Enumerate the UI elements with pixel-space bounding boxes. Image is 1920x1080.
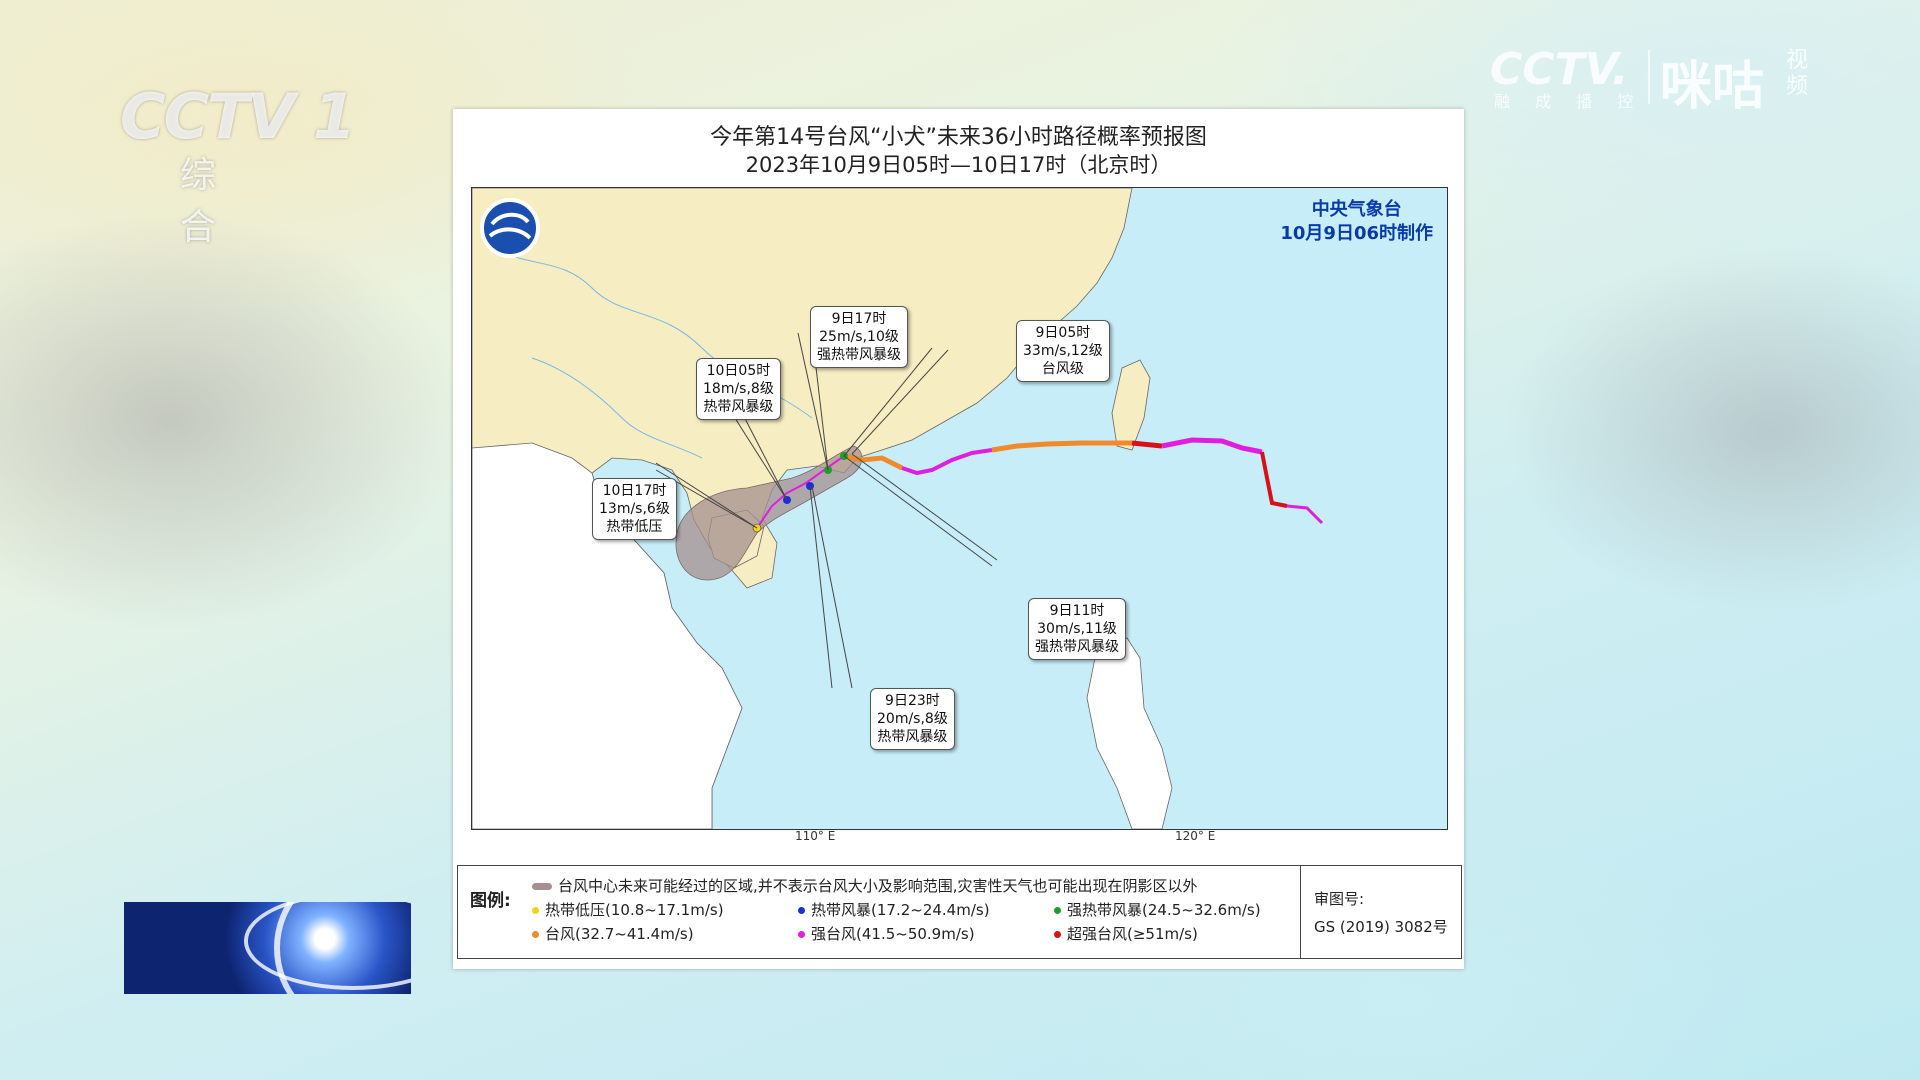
callout-9d05: 9日05时 33m/s,12级 台风级 xyxy=(1016,320,1110,382)
callout-10d17: 10日17时 13m/s,6级 热带低压 xyxy=(592,478,677,540)
callout-wind: 18m/s,8级 xyxy=(703,381,774,397)
migu-logo-tag: 融 成 播 控 xyxy=(1494,92,1644,111)
forecast-track xyxy=(756,455,845,529)
forecast-map: 中央气象台 10月9日06时制作 10日17时 13m/s,6级 热带低压 10… xyxy=(471,187,1448,830)
land-taiwan xyxy=(1111,359,1151,451)
magenta-dot-icon xyxy=(798,931,805,938)
callout-wind: 20m/s,8级 xyxy=(877,711,948,727)
callout-9d23: 9日23时 20m/s,8级 热带风暴级 xyxy=(870,688,955,750)
cone-swatch-icon xyxy=(532,883,552,890)
callout-time: 9日23时 xyxy=(885,693,940,709)
leader-9d17 xyxy=(797,332,829,471)
legend-label: 图例: xyxy=(470,891,511,911)
issuer-block: 中央气象台 10月9日06时制作 xyxy=(1280,198,1433,246)
legend-item-td: 热带低压(10.8~17.1m/s) xyxy=(532,899,724,920)
migu-logo: CCTV. 融 成 播 控 咪咕 视频 xyxy=(1490,44,1880,117)
callout-level: 强热带风暴级 xyxy=(817,347,901,363)
observed-track-magenta-3 xyxy=(1286,504,1324,525)
legend-item-text: 台风(32.7~41.4m/s) xyxy=(545,925,694,943)
lon-tick-110: 110° E xyxy=(795,829,836,843)
callout-time: 9日11时 xyxy=(1049,603,1105,619)
callout-wind: 25m/s,10级 xyxy=(819,329,899,345)
land-indochina xyxy=(472,442,743,829)
callout-wind: 30m/s,11级 xyxy=(1037,621,1117,637)
legend-item-text: 强台风(41.5~50.9m/s) xyxy=(811,925,975,943)
legend-divider xyxy=(1300,866,1301,958)
issue-time: 10月9日06时制作 xyxy=(1280,223,1433,244)
leader-9d05 xyxy=(843,347,933,457)
callout-level: 热带低压 xyxy=(606,519,663,535)
migu-logo-cctv: CCTV. xyxy=(1490,44,1629,95)
observed-track-orange xyxy=(843,453,904,471)
red-dot-icon xyxy=(1054,931,1061,938)
lon-tick-120: 120° E xyxy=(1175,829,1216,843)
legend-item-text: 强热带风暴(24.5~32.6m/s) xyxy=(1067,901,1261,919)
map-graphic xyxy=(472,188,1324,829)
news-inset-thumbnail xyxy=(124,902,411,994)
observed-track-red xyxy=(1131,440,1163,449)
observed-track-magenta xyxy=(901,448,993,476)
migu-logo-separator xyxy=(1648,50,1650,104)
callout-wind: 13m/s,6级 xyxy=(599,501,670,517)
leader-9d23 xyxy=(809,485,833,689)
river xyxy=(531,357,703,459)
callout-level: 热带风暴级 xyxy=(877,729,948,745)
callout-wind: 33m/s,12级 xyxy=(1023,343,1103,359)
legend-cone-note: 台风中心未来可能经过的区域,并不表示台风大小及影响范围,灾害性天气也可能出现在阴… xyxy=(532,875,1198,896)
callout-level: 台风级 xyxy=(1041,361,1084,377)
yellow-dot-icon xyxy=(532,907,539,914)
migu-logo-sub: 视频 xyxy=(1786,48,1809,99)
land-luzon xyxy=(1086,637,1173,829)
globe-orbit-icon xyxy=(244,902,411,990)
leader-9d11 xyxy=(843,455,993,567)
legend-item-superty: 超强台风(≥51m/s) xyxy=(1054,923,1198,944)
callout-time: 9日05时 xyxy=(1035,325,1091,341)
cctv1-logo-text: CCTV 1 xyxy=(120,80,356,153)
map-legend: 图例: 台风中心未来可能经过的区域,并不表示台风大小及影响范围,灾害性天气也可能… xyxy=(457,865,1462,959)
map-subtitle: 2023年10月9日05时—10日17时（北京时） xyxy=(745,153,1172,177)
callout-9d17: 9日17时 25m/s,10级 强热带风暴级 xyxy=(810,306,908,368)
callout-level: 强热带风暴级 xyxy=(1035,639,1119,655)
legend-item-text: 热带低压(10.8~17.1m/s) xyxy=(545,901,724,919)
legend-item-sty: 强台风(41.5~50.9m/s) xyxy=(798,923,975,944)
observed-track-orange-2 xyxy=(991,440,1132,453)
leader-10d17 xyxy=(655,462,758,529)
observed-track-magenta-2 xyxy=(1161,437,1263,455)
callout-9d11: 9日11时 30m/s,11级 强热带风暴级 xyxy=(1028,598,1126,660)
migu-logo-name: 咪咕 xyxy=(1660,57,1765,117)
review-label: 审图号: xyxy=(1314,890,1365,908)
callout-time: 9日17时 xyxy=(831,311,887,327)
callout-level: 热带风暴级 xyxy=(703,399,774,415)
observed-track-red-2 xyxy=(1260,451,1288,508)
review-number: GS (2019) 3082号 xyxy=(1314,918,1448,936)
legend-item-ts: 热带风暴(17.2~24.4m/s) xyxy=(798,899,990,920)
cctv1-channel-logo: CCTV 1 综 合 xyxy=(120,80,370,248)
blue-dot-icon xyxy=(798,907,805,914)
green-dot-icon xyxy=(1054,907,1061,914)
orange-dot-icon xyxy=(532,931,539,938)
leader-9d11b xyxy=(851,453,998,561)
issuer-name: 中央气象台 xyxy=(1311,199,1402,220)
legend-item-sts: 强热带风暴(24.5~32.6m/s) xyxy=(1054,899,1261,920)
legend-item-text: 超强台风(≥51m/s) xyxy=(1067,925,1198,943)
callout-time: 10日05时 xyxy=(706,363,771,379)
leader-9d05b xyxy=(851,349,949,455)
callout-time: 10日17时 xyxy=(602,483,667,499)
map-title: 今年第14号台风“小犬”未来36小时路径概率预报图 xyxy=(710,125,1207,150)
callout-10d05: 10日05时 18m/s,8级 热带风暴级 xyxy=(696,358,781,420)
leader-9d23b xyxy=(811,485,853,689)
legend-item-ty: 台风(32.7~41.4m/s) xyxy=(532,923,694,944)
legend-cone-text: 台风中心未来可能经过的区域,并不表示台风大小及影响范围,灾害性天气也可能出现在阴… xyxy=(558,877,1198,895)
typhoon-forecast-panel: 今年第14号台风“小犬”未来36小时路径概率预报图 2023年10月9日05时—… xyxy=(453,109,1464,969)
cctv1-logo-sub: 综 合 xyxy=(180,155,253,248)
legend-item-text: 热带风暴(17.2~24.4m/s) xyxy=(811,901,990,919)
